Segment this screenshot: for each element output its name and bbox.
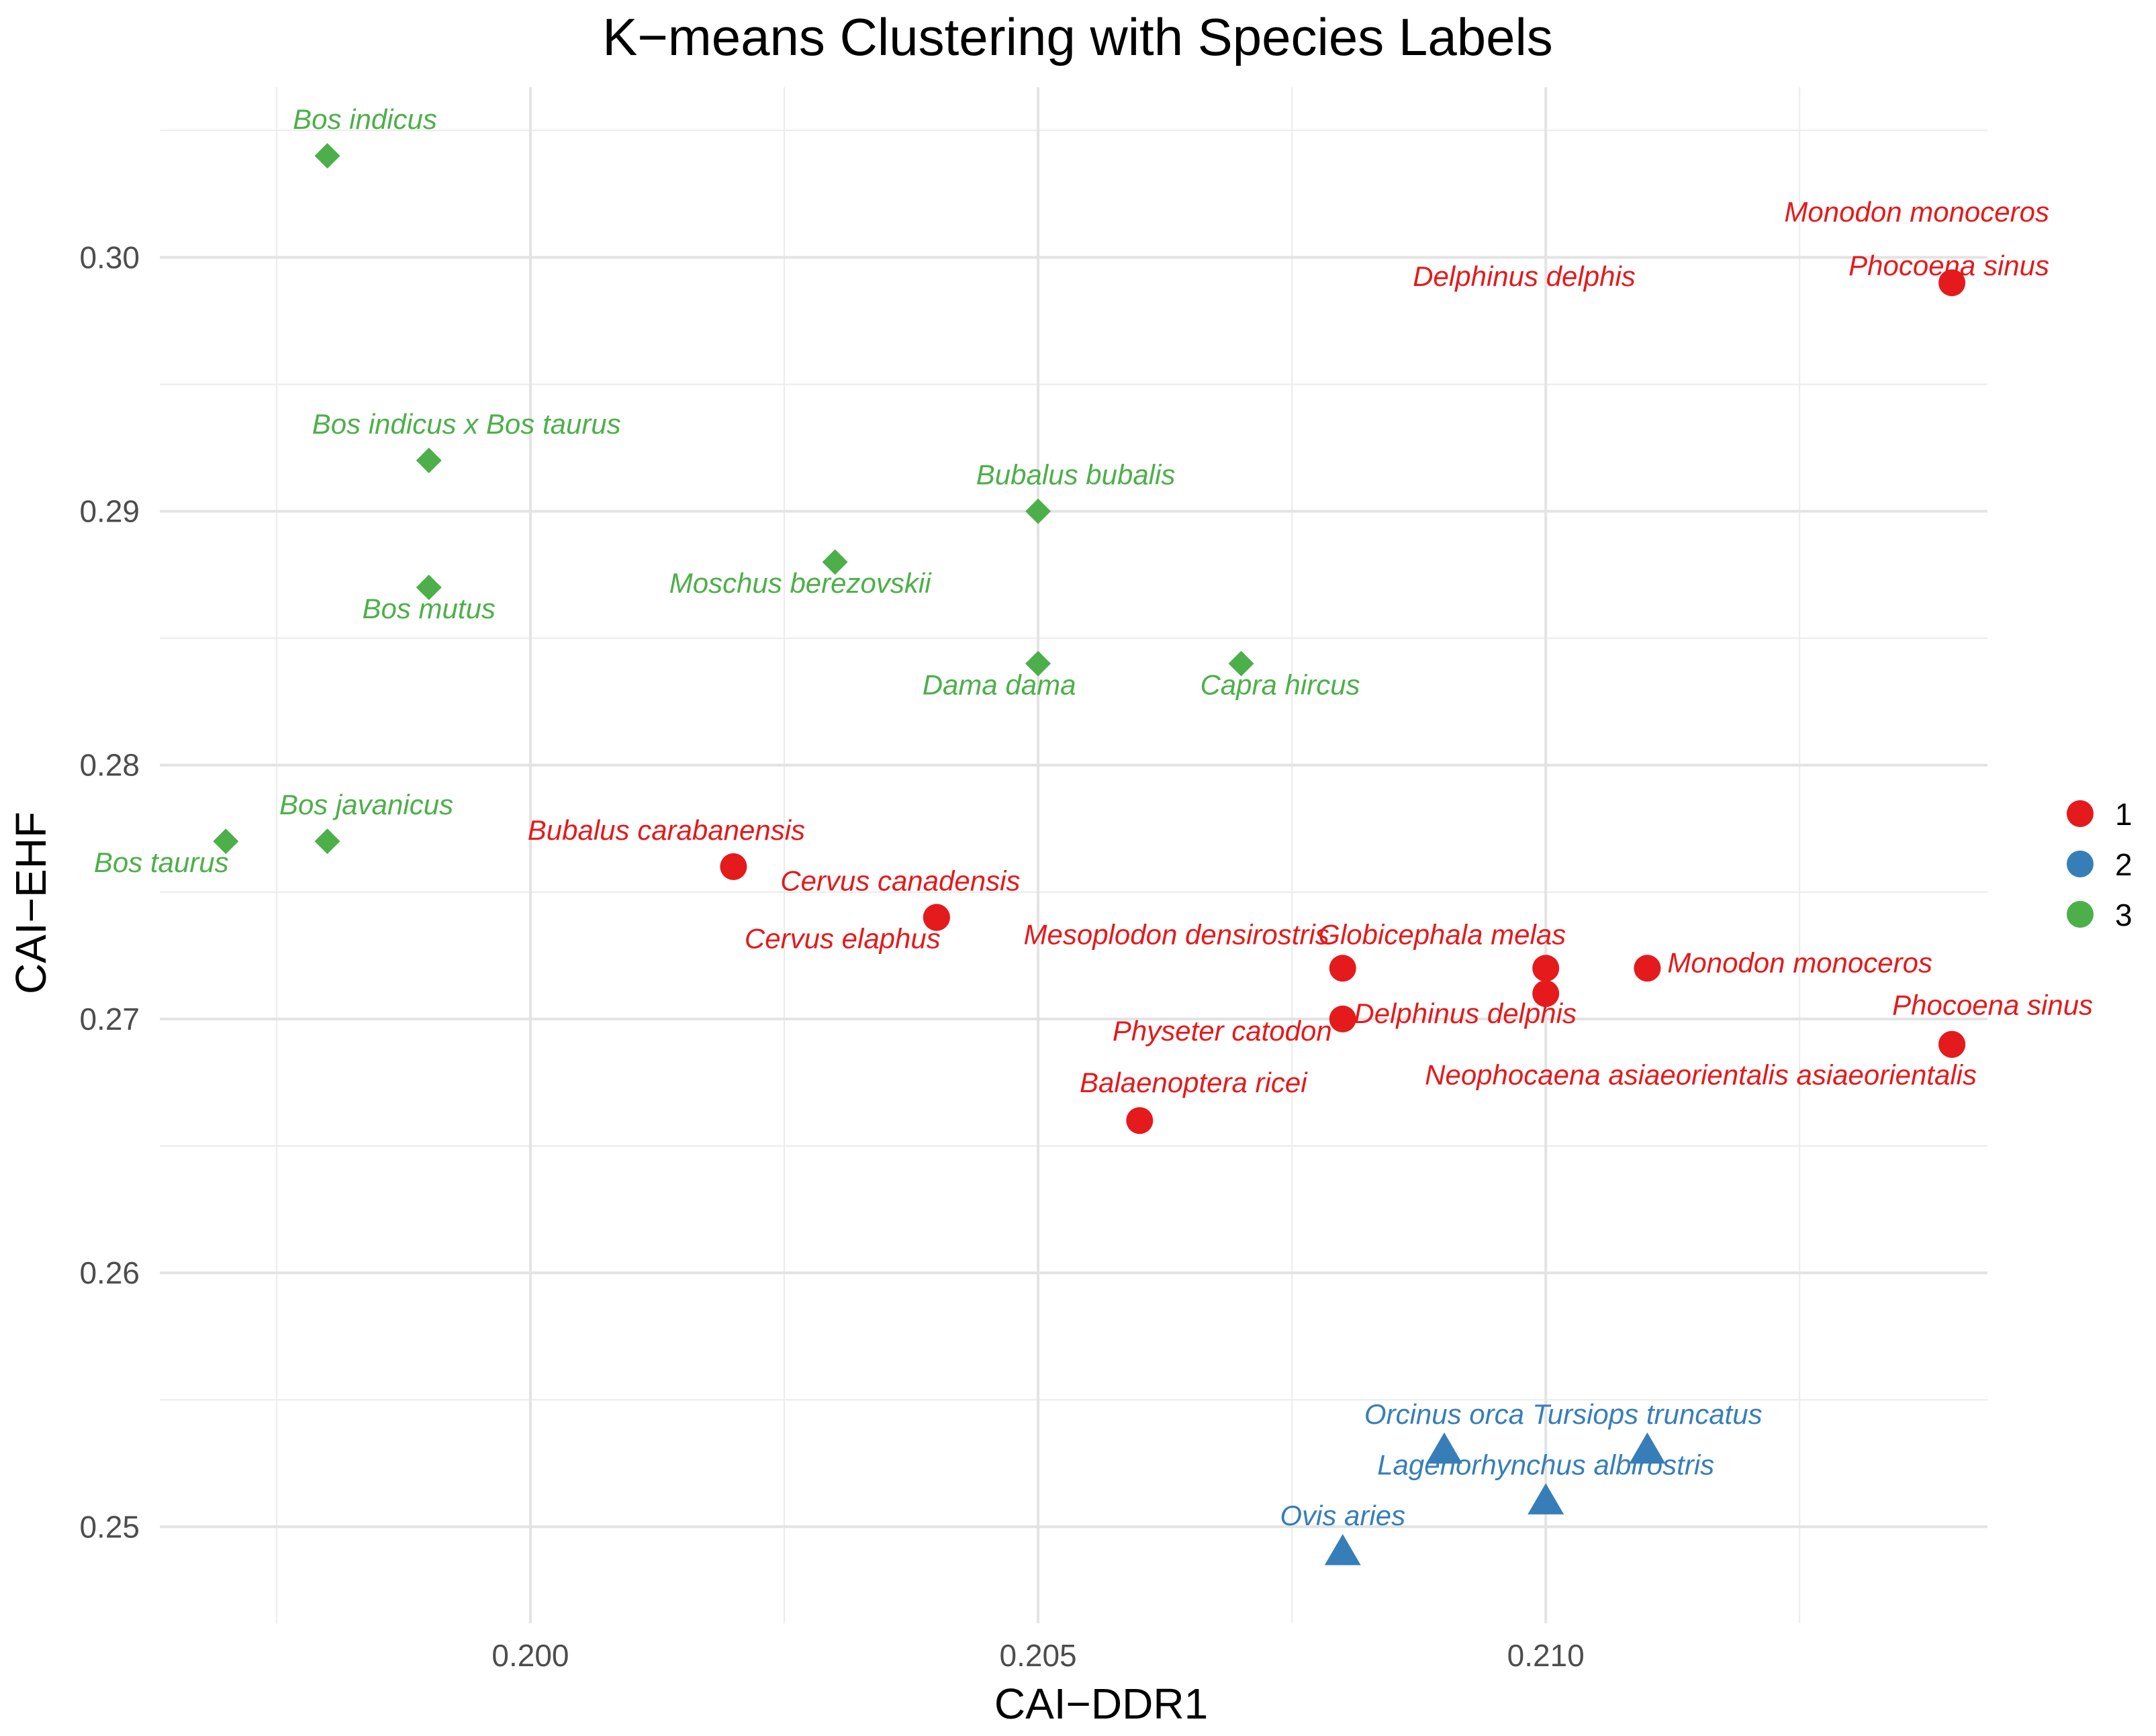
point-label: Phocoena sinus: [1848, 250, 2049, 281]
x-tick-label: 0.200: [491, 1638, 569, 1673]
data-point: [1025, 498, 1051, 524]
legend-key: [2067, 851, 2094, 877]
x-tick-label: 0.205: [1000, 1638, 1077, 1673]
legend-label: 3: [2115, 898, 2132, 932]
y-tick-label: 0.25: [79, 1509, 140, 1544]
y-tick-label: 0.29: [79, 494, 140, 529]
data-point: [213, 828, 239, 855]
point-label: Bubalus carabanensis: [528, 814, 805, 846]
x-tick-label: 0.210: [1507, 1638, 1585, 1673]
x-axis-title: CAI−DDR1: [994, 1680, 1208, 1728]
y-tick-label: 0.26: [79, 1255, 140, 1290]
point-label: Bos mutus: [363, 593, 496, 624]
point-label: Bos indicus: [293, 103, 437, 135]
point-label: Bubalus bubalis: [976, 459, 1176, 491]
point-label: Physeter catodon: [1113, 1015, 1332, 1047]
data-point: [1126, 1107, 1154, 1135]
data-point: [720, 853, 747, 881]
data-point: [1425, 1432, 1462, 1464]
chart-title: K−means Clustering with Species Labels: [602, 7, 1553, 66]
y-axis-title: CAI−EHF: [7, 812, 55, 994]
legend-label: 2: [2115, 847, 2132, 882]
point-label: Orcinus orca: [1364, 1398, 1524, 1430]
data-point: [1324, 1534, 1361, 1565]
data-points: [213, 143, 1966, 1565]
data-point: [314, 143, 340, 169]
data-point: [1938, 1030, 1966, 1058]
point-label: Neophocaena asiaeorientalis asiaeorienta…: [1425, 1059, 1977, 1091]
data-point: [1532, 955, 1560, 982]
point-label: Delphinus delphis: [1413, 260, 1636, 292]
point-label: Moschus berezovskii: [669, 567, 932, 599]
point-label: Delphinus delphis: [1354, 998, 1577, 1029]
data-point: [1634, 955, 1661, 982]
point-label: Bos taurus: [94, 847, 229, 878]
y-tick-label: 0.30: [79, 240, 140, 275]
point-label: Ovis aries: [1280, 1500, 1405, 1531]
point-label: Phocoena sinus: [1892, 990, 2093, 1021]
point-label: Mesoplodon densirostris: [1024, 918, 1329, 950]
point-label: Cervus canadensis: [780, 865, 1020, 897]
point-label: Bos javanicus: [279, 789, 453, 820]
data-point: [1329, 1005, 1356, 1032]
point-label: Balaenoptera ricei: [1080, 1067, 1308, 1098]
point-labels: Bos indicus Bos indicus x Bos taurus Bos m…: [94, 103, 2093, 1531]
data-point: [1629, 1432, 1666, 1464]
data-point: [1528, 1483, 1564, 1514]
legend-label: 1: [2115, 797, 2132, 832]
point-label: Monodon monoceros: [1667, 947, 1932, 978]
data-point: [416, 447, 442, 473]
data-point: [1025, 650, 1051, 677]
point-label: Cervus elaphus: [745, 923, 941, 955]
point-label: Monodon monoceros: [1784, 196, 2049, 228]
data-point: [923, 904, 950, 931]
point-label: Lagenorhynchus albirostris: [1377, 1449, 1714, 1480]
point-label: Capra hircus: [1200, 669, 1360, 700]
data-point: [1532, 980, 1560, 1008]
minor-gridlines: [160, 87, 1987, 1623]
axis-ticks: 0.200 0.205 0.210 0.25 0.26 0.27 0.28 0.29 0.30: [79, 240, 1584, 1673]
point-label: Bos indicus x Bos taurus: [312, 408, 621, 440]
legend-key: [2067, 901, 2094, 928]
data-point: [314, 828, 340, 855]
data-point: [822, 549, 848, 575]
point-label: Tursiops truncatus: [1532, 1398, 1762, 1430]
y-tick-label: 0.27: [79, 1002, 140, 1036]
y-tick-label: 0.28: [79, 748, 140, 783]
major-gridlines: [160, 87, 1987, 1623]
legend: 1 2 3: [2067, 797, 2132, 932]
data-point: [1228, 650, 1254, 677]
data-point: [416, 575, 442, 601]
legend-key: [2067, 800, 2094, 827]
data-point: [1329, 955, 1356, 982]
data-point: [1938, 269, 1966, 297]
point-label: Dama dama: [923, 669, 1076, 700]
point-label: Globicephala melas: [1318, 918, 1566, 950]
